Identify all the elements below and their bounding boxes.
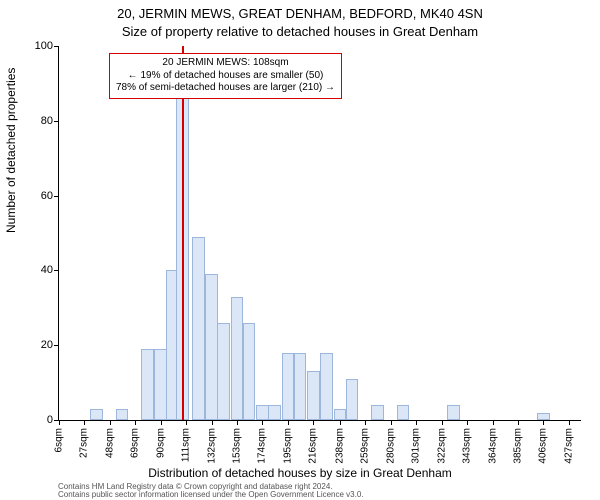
y-axis-label: Number of detached properties — [4, 68, 18, 233]
x-tick-mark — [212, 420, 213, 425]
histogram-bar — [334, 409, 347, 420]
footer-line2: Contains public sector information licen… — [58, 491, 364, 499]
x-axis-label: Distribution of detached houses by size … — [0, 466, 600, 480]
x-tick-label: 27sqm — [79, 428, 90, 458]
histogram-bar — [307, 371, 320, 420]
x-tick-mark — [59, 420, 60, 425]
histogram-bar — [243, 323, 256, 420]
histogram-bar — [90, 409, 103, 420]
histogram-bar — [141, 349, 154, 420]
chart-page: 20, JERMIN MEWS, GREAT DENHAM, BEDFORD, … — [0, 0, 600, 500]
annotation-box: 20 JERMIN MEWS: 108sqm← 19% of detached … — [109, 53, 342, 99]
x-tick-label: 174sqm — [257, 428, 268, 464]
plot-area: 0204060801006sqm27sqm48sqm69sqm90sqm111s… — [58, 46, 581, 421]
x-tick-mark — [365, 420, 366, 425]
x-tick-label: 343sqm — [462, 428, 473, 464]
x-tick-mark — [467, 420, 468, 425]
x-tick-mark — [543, 420, 544, 425]
annotation-line1: 20 JERMIN MEWS: 108sqm — [116, 57, 335, 70]
histogram-bar — [282, 353, 295, 420]
y-tick-label: 20 — [3, 339, 53, 351]
x-tick-label: 322sqm — [436, 428, 447, 464]
x-tick-label: 195sqm — [282, 428, 293, 464]
x-tick-mark — [313, 420, 314, 425]
y-tick-mark — [54, 46, 59, 47]
x-tick-mark — [237, 420, 238, 425]
histogram-bar — [346, 379, 359, 420]
y-tick-label: 80 — [3, 115, 53, 127]
y-tick-label: 0 — [3, 414, 53, 426]
x-tick-mark — [288, 420, 289, 425]
x-tick-label: 48sqm — [104, 428, 115, 458]
histogram-bar — [371, 405, 384, 420]
x-tick-label: 132sqm — [206, 428, 217, 464]
histogram-bar — [217, 323, 230, 420]
histogram-bar — [397, 405, 410, 420]
footer-attribution: Contains HM Land Registry data © Crown c… — [58, 483, 364, 500]
y-tick-mark — [54, 121, 59, 122]
y-tick-label: 40 — [3, 264, 53, 276]
marker-line — [182, 46, 184, 420]
x-tick-label: 427sqm — [563, 428, 574, 464]
annotation-line2: ← 19% of detached houses are smaller (50… — [116, 70, 335, 83]
annotation-line3: 78% of semi-detached houses are larger (… — [116, 82, 335, 95]
y-tick-label: 100 — [3, 40, 53, 52]
y-tick-mark — [54, 345, 59, 346]
x-tick-label: 238sqm — [334, 428, 345, 464]
x-tick-mark — [110, 420, 111, 425]
x-tick-mark — [391, 420, 392, 425]
x-tick-mark — [135, 420, 136, 425]
chart-title-line2: Size of property relative to detached ho… — [0, 24, 600, 39]
y-tick-label: 60 — [3, 190, 53, 202]
x-tick-label: 111sqm — [181, 428, 192, 462]
x-tick-label: 259sqm — [360, 428, 371, 464]
x-tick-mark — [340, 420, 341, 425]
x-tick-label: 301sqm — [411, 428, 422, 464]
x-tick-label: 216sqm — [308, 428, 319, 464]
histogram-bar — [192, 237, 205, 420]
x-tick-label: 280sqm — [385, 428, 396, 464]
x-tick-mark — [186, 420, 187, 425]
x-tick-label: 406sqm — [538, 428, 549, 464]
x-tick-label: 90sqm — [155, 428, 166, 458]
x-tick-mark — [518, 420, 519, 425]
x-tick-mark — [416, 420, 417, 425]
x-tick-mark — [262, 420, 263, 425]
x-tick-label: 385sqm — [513, 428, 524, 464]
histogram-bar — [268, 405, 281, 420]
x-tick-label: 364sqm — [487, 428, 498, 464]
x-tick-mark — [442, 420, 443, 425]
histogram-bar — [256, 405, 269, 420]
chart-title-line1: 20, JERMIN MEWS, GREAT DENHAM, BEDFORD, … — [0, 6, 600, 21]
histogram-bar — [154, 349, 167, 420]
x-tick-mark — [493, 420, 494, 425]
x-tick-label: 69sqm — [130, 428, 141, 458]
x-tick-mark — [569, 420, 570, 425]
x-tick-label: 153sqm — [232, 428, 243, 464]
histogram-bar — [116, 409, 129, 420]
histogram-bar — [231, 297, 244, 420]
histogram-bar — [537, 413, 550, 420]
y-tick-mark — [54, 270, 59, 271]
histogram-bar — [320, 353, 333, 420]
y-tick-mark — [54, 196, 59, 197]
x-tick-mark — [161, 420, 162, 425]
histogram-bar — [294, 353, 307, 420]
histogram-bar — [447, 405, 460, 420]
x-tick-label: 6sqm — [54, 428, 65, 452]
x-tick-mark — [84, 420, 85, 425]
histogram-bar — [205, 274, 218, 420]
